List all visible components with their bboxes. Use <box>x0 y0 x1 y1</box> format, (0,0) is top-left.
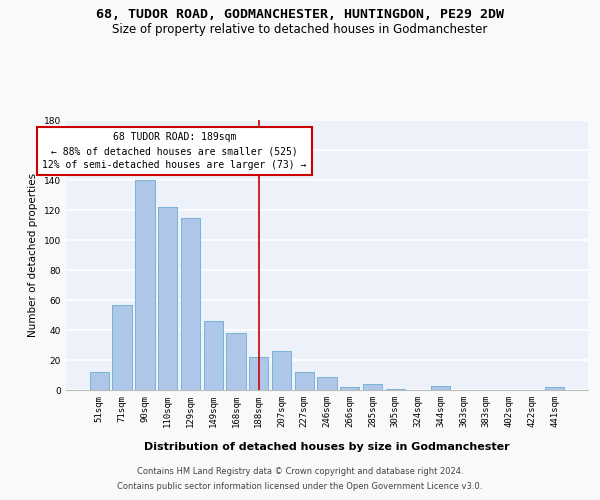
Bar <box>181 218 200 390</box>
Y-axis label: Number of detached properties: Number of detached properties <box>28 173 38 337</box>
Bar <box>272 351 291 390</box>
Bar <box>90 372 109 390</box>
Bar <box>340 387 359 390</box>
Text: 68, TUDOR ROAD, GODMANCHESTER, HUNTINGDON, PE29 2DW: 68, TUDOR ROAD, GODMANCHESTER, HUNTINGDO… <box>96 8 504 20</box>
Text: Size of property relative to detached houses in Godmanchester: Size of property relative to detached ho… <box>112 22 488 36</box>
Bar <box>317 376 337 390</box>
Bar <box>158 207 178 390</box>
Text: 68 TUDOR ROAD: 189sqm
← 88% of detached houses are smaller (525)
12% of semi-det: 68 TUDOR ROAD: 189sqm ← 88% of detached … <box>43 132 307 170</box>
Bar <box>135 180 155 390</box>
Bar <box>226 333 245 390</box>
Bar <box>295 372 314 390</box>
Bar <box>249 357 268 390</box>
Bar <box>386 388 405 390</box>
Bar <box>112 304 132 390</box>
Bar <box>431 386 451 390</box>
Text: Contains public sector information licensed under the Open Government Licence v3: Contains public sector information licen… <box>118 482 482 491</box>
Bar <box>203 321 223 390</box>
Bar <box>545 387 564 390</box>
Text: Contains HM Land Registry data © Crown copyright and database right 2024.: Contains HM Land Registry data © Crown c… <box>137 467 463 476</box>
Bar <box>363 384 382 390</box>
Text: Distribution of detached houses by size in Godmanchester: Distribution of detached houses by size … <box>144 442 510 452</box>
